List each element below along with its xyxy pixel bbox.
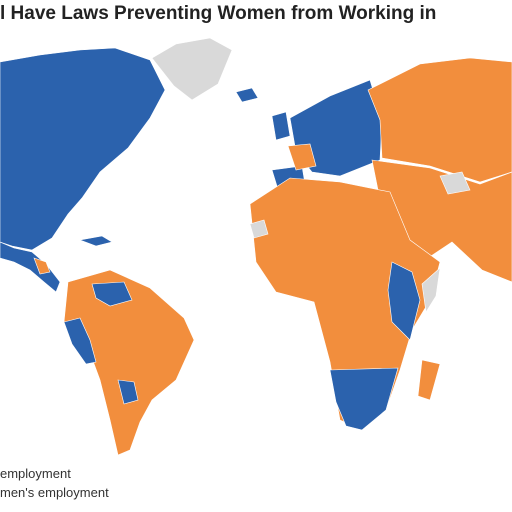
map-title: l Have Laws Preventing Women from Workin… bbox=[0, 3, 436, 24]
legend-label: men's employment bbox=[0, 485, 109, 500]
russia bbox=[367, 57, 512, 183]
caribbean bbox=[78, 235, 113, 247]
north-america bbox=[0, 47, 166, 251]
southern-africa bbox=[329, 367, 399, 431]
central-america bbox=[0, 241, 61, 293]
central-asia-gray bbox=[439, 171, 471, 195]
world-map bbox=[0, 37, 512, 456]
western-sahara bbox=[249, 219, 269, 239]
greenland bbox=[151, 37, 233, 101]
france bbox=[287, 143, 317, 171]
south-america-west bbox=[63, 317, 97, 365]
east-africa bbox=[387, 261, 421, 341]
britain bbox=[271, 111, 291, 141]
iceland bbox=[235, 87, 259, 103]
legend-label: employment bbox=[0, 466, 71, 481]
somalia bbox=[421, 267, 441, 313]
central-america-orange bbox=[33, 257, 51, 275]
south-america-center bbox=[117, 379, 139, 405]
south-america-north bbox=[91, 281, 133, 307]
madagascar bbox=[417, 359, 441, 401]
africa bbox=[249, 177, 441, 431]
